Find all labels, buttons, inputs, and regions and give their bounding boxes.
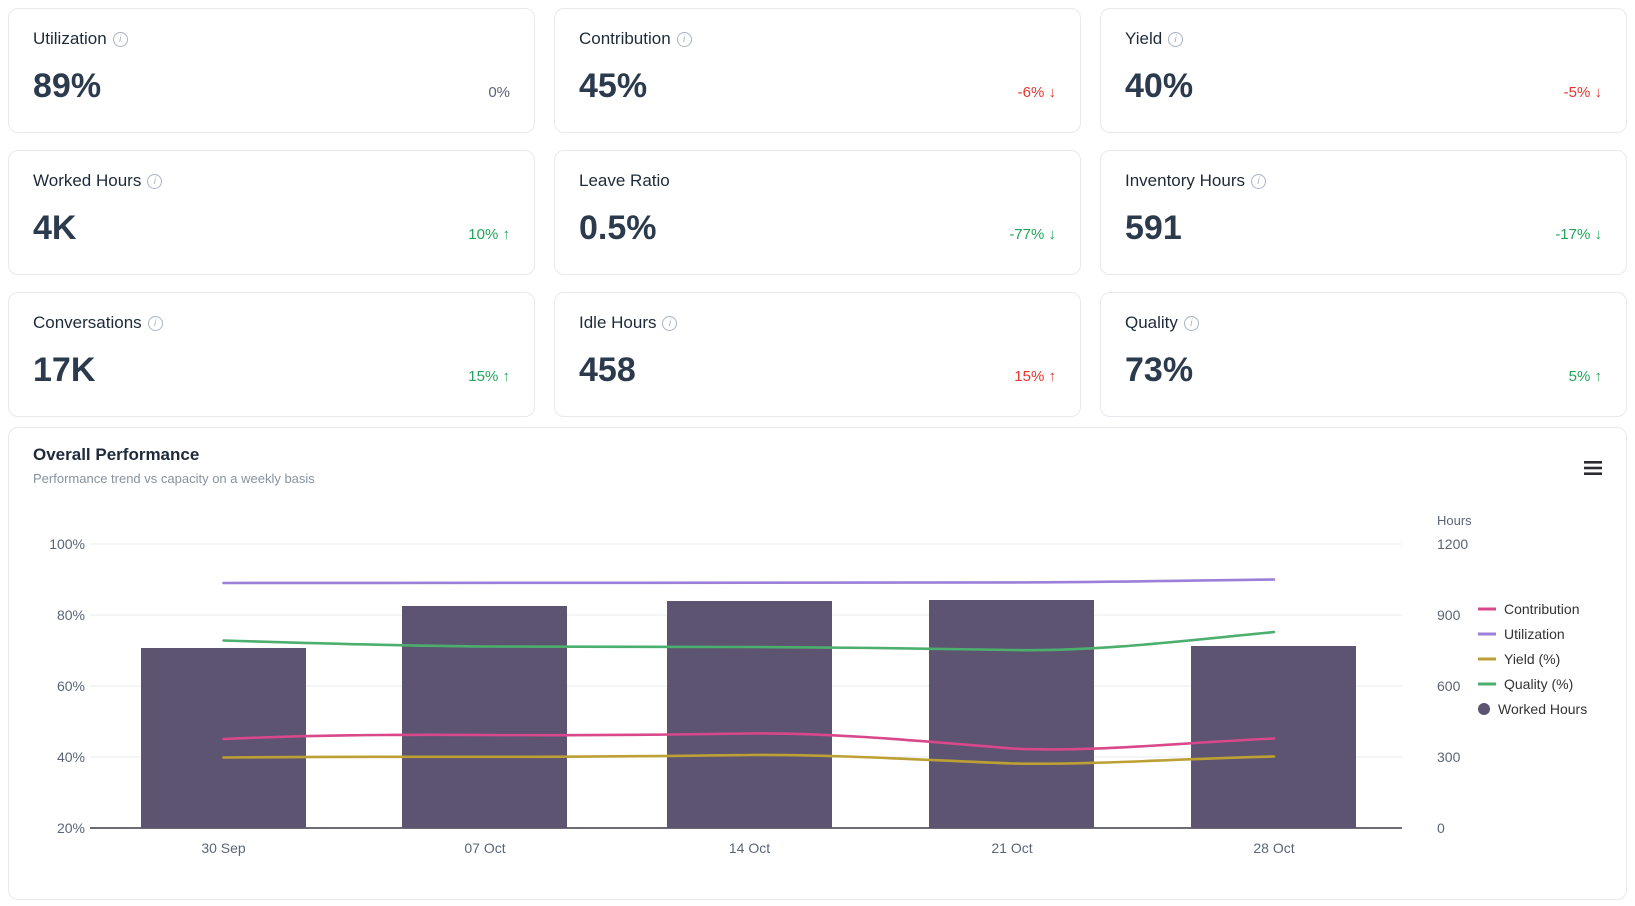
svg-text:100%: 100%: [49, 536, 85, 552]
svg-text:600: 600: [1437, 678, 1461, 694]
svg-text:80%: 80%: [57, 607, 85, 623]
svg-text:21 Oct: 21 Oct: [991, 840, 1032, 856]
svg-text:Hours: Hours: [1437, 513, 1472, 528]
svg-text:40%: 40%: [57, 749, 85, 765]
svg-text:300: 300: [1437, 749, 1461, 765]
svg-text:30 Sep: 30 Sep: [201, 840, 246, 856]
svg-text:20%: 20%: [57, 820, 85, 836]
svg-text:0: 0: [1437, 820, 1445, 836]
svg-text:60%: 60%: [57, 678, 85, 694]
svg-text:900: 900: [1437, 607, 1461, 623]
svg-text:1200: 1200: [1437, 536, 1468, 552]
svg-text:07 Oct: 07 Oct: [464, 840, 505, 856]
svg-text:28 Oct: 28 Oct: [1253, 840, 1294, 856]
svg-text:14 Oct: 14 Oct: [729, 840, 770, 856]
